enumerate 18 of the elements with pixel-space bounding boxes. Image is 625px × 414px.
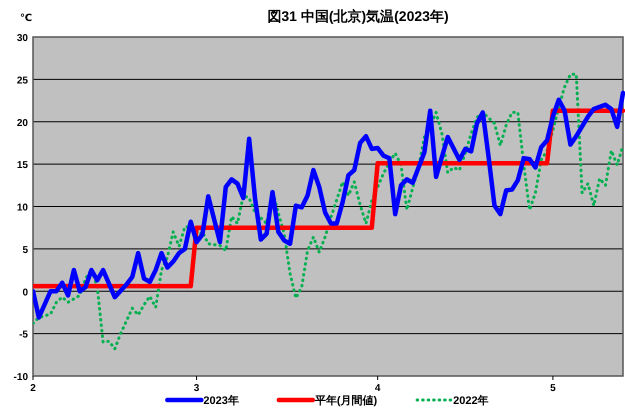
y-tick-label: 25 bbox=[16, 75, 28, 86]
x-tick-label: 3 bbox=[194, 383, 200, 394]
y-tick-label: -5 bbox=[19, 330, 28, 341]
y-tick-label: 20 bbox=[16, 118, 28, 129]
chart-title: 図31 中国(北京)気温(2023年) bbox=[267, 8, 449, 24]
y-tick-label: 10 bbox=[16, 202, 28, 214]
legend-label: 2022年 bbox=[453, 394, 489, 407]
legend-label: 平年(月間値) bbox=[314, 394, 378, 407]
y-axis-title: ℃ bbox=[20, 13, 32, 24]
y-tick-label: 5 bbox=[22, 244, 28, 256]
y-tick-label: -10 bbox=[14, 372, 28, 383]
x-tick-label: 5 bbox=[550, 383, 556, 394]
y-tick-label: 30 bbox=[16, 33, 28, 44]
x-tick-label: 4 bbox=[374, 383, 381, 394]
legend-label: 2023年 bbox=[203, 394, 239, 407]
y-tick-label: 15 bbox=[16, 160, 28, 172]
x-tick-label: 2 bbox=[30, 383, 36, 394]
y-tick-label: 0 bbox=[22, 287, 28, 298]
